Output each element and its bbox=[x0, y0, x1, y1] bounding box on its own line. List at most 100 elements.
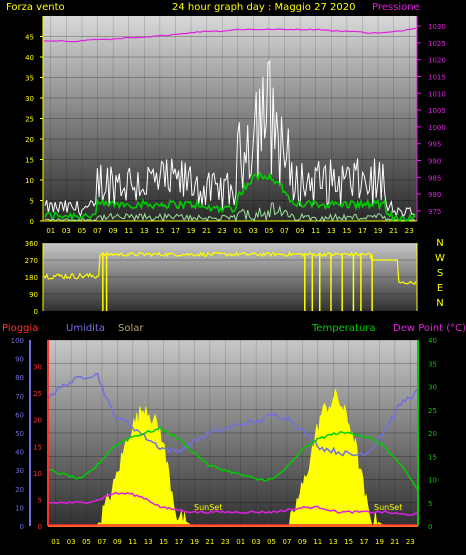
pressure-line bbox=[43, 27, 417, 43]
lower-series bbox=[48, 372, 418, 527]
temperature-tick-label: 35 bbox=[428, 360, 437, 368]
lower-x-tick-label: 17 bbox=[360, 538, 369, 546]
temperature-tick-label: 30 bbox=[428, 384, 437, 392]
wind-x-tick-label: 07 bbox=[280, 227, 289, 235]
wind-y-tick-label: 25 bbox=[25, 116, 34, 124]
humidity-tick-label: 0 bbox=[20, 523, 24, 531]
wind-min-line bbox=[44, 202, 416, 223]
pressure-tick-label: 980 bbox=[428, 191, 441, 199]
humidity-tick-label: 70 bbox=[15, 393, 24, 401]
wind-x-tick-label: 17 bbox=[358, 227, 367, 235]
wind-x-tick-label: 13 bbox=[327, 227, 336, 235]
pressure-tick-label: 975 bbox=[428, 208, 441, 216]
rain-tick-label: 0 bbox=[38, 523, 42, 531]
compass-label: N bbox=[436, 238, 443, 249]
compass-label: E bbox=[437, 283, 443, 294]
wind-x-tick-label: 09 bbox=[296, 227, 305, 235]
lower-x-tick-label: 09 bbox=[298, 538, 307, 546]
dew-point-label: Dew Point (°C) bbox=[393, 323, 466, 334]
wind-y-tick-label: 35 bbox=[25, 75, 34, 83]
wind-x-tick-label: 19 bbox=[187, 227, 196, 235]
wind-y-tick-label: 20 bbox=[25, 136, 34, 144]
humidity-tick-label: 40 bbox=[15, 449, 24, 457]
pressure-tick-label: 1025 bbox=[428, 40, 446, 48]
direction-y-tick-label: 90 bbox=[29, 291, 38, 299]
compass-label: W bbox=[435, 253, 445, 264]
lower-x-tick-label: 05 bbox=[267, 538, 276, 546]
lower-x-tick-label: 21 bbox=[390, 538, 399, 546]
wind-x-tick-label: 21 bbox=[389, 227, 398, 235]
direction-y-tick-label: 0 bbox=[34, 308, 38, 316]
temperature-tick-label: 10 bbox=[428, 477, 437, 485]
lower-x-tick-label: 11 bbox=[313, 538, 322, 546]
wind-x-tick-label: 15 bbox=[342, 227, 351, 235]
direction-y-tick-label: 270 bbox=[25, 257, 38, 265]
lower-x-tick-label: 15 bbox=[159, 538, 168, 546]
compass-label: S bbox=[437, 268, 443, 279]
lower-axes: 1009080706050403020100302520151050403530… bbox=[11, 337, 437, 531]
humidity-label: Umidita bbox=[66, 323, 105, 334]
lower-x-tick-label: 11 bbox=[128, 538, 137, 546]
direction-y-tick-label: 180 bbox=[25, 274, 38, 282]
wind-x-tick-label: 07 bbox=[93, 227, 102, 235]
wind-y-tick-label: 40 bbox=[25, 54, 34, 62]
pressure-tick-label: 995 bbox=[428, 141, 441, 149]
pressure-tick-label: 1000 bbox=[428, 124, 446, 132]
wind-title: Forza vento bbox=[6, 2, 65, 13]
wind-x-tick-label: 11 bbox=[311, 227, 320, 235]
humidity-tick-label: 10 bbox=[15, 504, 24, 512]
lower-x-tick-label: 23 bbox=[406, 538, 415, 546]
pressure-tick-label: 1020 bbox=[428, 57, 446, 65]
wind-x-tick-label: 11 bbox=[124, 227, 133, 235]
direction-series bbox=[43, 251, 417, 311]
wind-average-line bbox=[44, 170, 416, 223]
pressure-tick-label: 990 bbox=[428, 158, 441, 166]
wind-x-tick-label: 13 bbox=[140, 227, 149, 235]
direction-y-tick-label: 360 bbox=[25, 240, 38, 248]
wind-x-tick-label: 09 bbox=[109, 227, 118, 235]
temperature-label: Temperatura bbox=[311, 323, 376, 334]
pressure-tick-label: 985 bbox=[428, 174, 441, 182]
chart-title: 24 hour graph day : Maggio 27 2020 bbox=[172, 2, 355, 13]
pressure-tick-label: 1030 bbox=[428, 23, 446, 31]
direction-grid bbox=[43, 242, 417, 312]
wind-x-tick-label: 19 bbox=[374, 227, 383, 235]
humidity-line bbox=[48, 372, 418, 457]
pressure-tick-label: 1015 bbox=[428, 73, 446, 81]
wind-x-tick-label: 15 bbox=[155, 227, 164, 235]
rain-tick-label: 10 bbox=[33, 470, 42, 478]
lower-x-tick-label: 03 bbox=[67, 538, 76, 546]
pressure-tick-label: 1010 bbox=[428, 90, 446, 98]
temperature-tick-label: 25 bbox=[428, 407, 437, 415]
wind-y-tick-label: 0 bbox=[30, 218, 34, 226]
lower-x-tick-label: 13 bbox=[144, 538, 153, 546]
wind-axes: 45 40 35 30 25 20 15 10 5 0 1030 1025 1020 1015 1010 10… bbox=[25, 16, 446, 226]
solar-label: Solar bbox=[118, 323, 144, 334]
wind-x-tick-label: 21 bbox=[202, 227, 211, 235]
rain-tick-label: 25 bbox=[33, 390, 42, 398]
compass-label: N bbox=[436, 298, 443, 309]
pressure-title: Pressione bbox=[372, 2, 420, 13]
wind-y-tick-label: 10 bbox=[25, 177, 34, 185]
wind-x-tick-label: 01 bbox=[46, 227, 55, 235]
rain-tick-label: 15 bbox=[33, 443, 42, 451]
lower-x-tick-label: 07 bbox=[282, 538, 291, 546]
humidity-tick-label: 80 bbox=[15, 374, 24, 382]
lower-x-tick-label: 19 bbox=[375, 538, 384, 546]
temperature-tick-label: 5 bbox=[428, 500, 432, 508]
temperature-tick-label: 40 bbox=[428, 337, 437, 345]
humidity-tick-label: 100 bbox=[11, 337, 24, 345]
pressure-tick-label: 1005 bbox=[428, 107, 446, 115]
lower-x-tick-label: 07 bbox=[97, 538, 106, 546]
sunset-label-1: SunSet bbox=[194, 503, 222, 512]
lower-x-tick-label: 03 bbox=[252, 538, 261, 546]
dew-point-line bbox=[48, 491, 418, 517]
lower-x-tick-label: 19 bbox=[190, 538, 199, 546]
lower-x-tick-label: 17 bbox=[175, 538, 184, 546]
humidity-tick-label: 20 bbox=[15, 486, 24, 494]
wind-x-tick-label: 01 bbox=[233, 227, 242, 235]
wind-x-tick-label: 23 bbox=[218, 227, 227, 235]
lower-x-axis: 01 03 05 07 09 11 13 15 17 19 21 23 01 03 05 07 09 11 13 15… bbox=[51, 538, 415, 546]
